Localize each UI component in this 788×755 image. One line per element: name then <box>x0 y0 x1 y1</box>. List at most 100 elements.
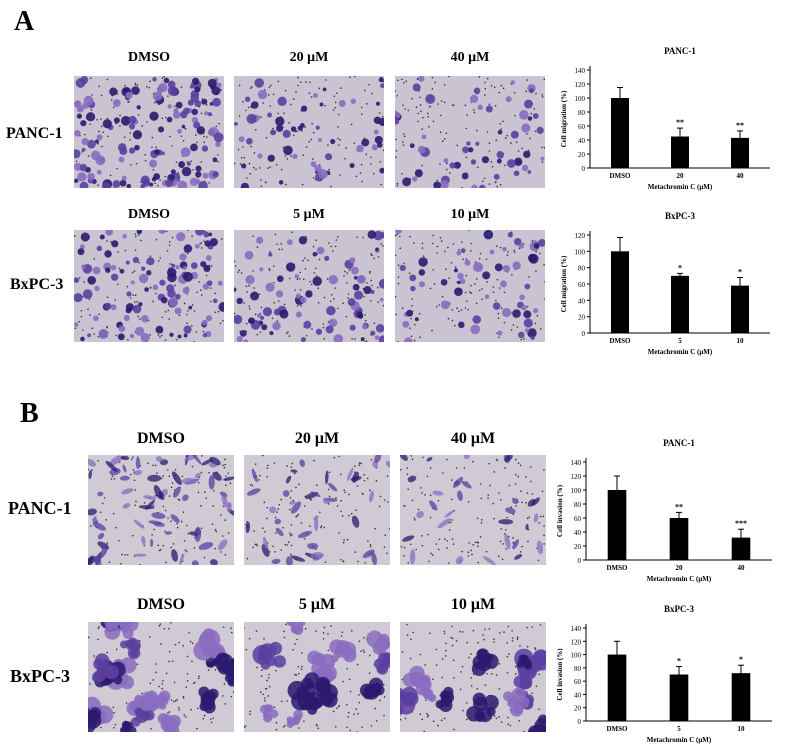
x-axis-label: Metachromin C (μM) <box>647 575 712 583</box>
chart-title: PANC-1 <box>663 438 695 448</box>
y-axis-label: Cell invasion (%) <box>556 484 564 537</box>
condition-label: DMSO <box>137 596 185 613</box>
micrograph <box>88 622 234 732</box>
y-tick-label: 40 <box>574 691 582 699</box>
x-tick-label: 40 <box>737 172 745 180</box>
y-tick-label: 40 <box>574 529 582 537</box>
significance-mark: ** <box>676 118 684 127</box>
bar <box>611 251 629 333</box>
y-tick-label: 0 <box>578 718 582 726</box>
y-tick-label: 60 <box>574 515 582 523</box>
x-tick-label: DMSO <box>610 337 632 345</box>
bar <box>731 537 751 560</box>
condition-label: 5 μM <box>293 207 325 222</box>
micrograph <box>400 622 546 732</box>
x-tick-label: DMSO <box>607 564 629 572</box>
y-tick-label: 80 <box>574 665 582 673</box>
y-tick-label: 120 <box>575 232 586 240</box>
micrograph <box>400 455 546 565</box>
y-axis-label: Cell invasion (%) <box>556 648 564 701</box>
x-tick-label: 5 <box>678 337 682 345</box>
x-tick-label: 20 <box>676 564 684 572</box>
x-axis-label: Metachromin C (μM) <box>648 348 713 356</box>
micrograph-texture <box>400 455 546 565</box>
bar-chart-migration-bxpc3: BxPC-3 0 20 40 60 80 100 120 Cell migration (%) D… <box>560 211 770 356</box>
micrograph <box>244 622 390 732</box>
bar <box>611 98 629 168</box>
y-tick-label: 80 <box>574 501 582 509</box>
significance-mark: ** <box>675 502 683 511</box>
y-tick-label: 60 <box>578 281 586 289</box>
micrograph <box>395 230 545 342</box>
micrograph <box>74 230 224 342</box>
y-tick-label: 100 <box>571 652 582 660</box>
y-tick-label: 120 <box>571 638 582 646</box>
significance-mark: * <box>739 655 743 664</box>
panel-letter-a: A <box>14 6 35 37</box>
y-tick-label: 60 <box>578 123 586 131</box>
bar <box>669 518 689 560</box>
y-tick-label: 80 <box>578 109 586 117</box>
y-tick-label: 40 <box>578 137 586 145</box>
condition-label: 10 μM <box>450 207 490 222</box>
y-tick-label: 20 <box>574 705 582 713</box>
y-tick-label: 40 <box>578 297 586 305</box>
x-tick-label: DMSO <box>610 172 632 180</box>
significance-mark: * <box>678 263 682 272</box>
micrograph <box>395 76 545 188</box>
y-tick-label: 0 <box>582 165 586 173</box>
bar <box>731 673 751 721</box>
y-tick-label: 0 <box>578 557 582 565</box>
x-axis-label: Metachromin C (μM) <box>648 183 713 191</box>
significance-mark: *** <box>735 519 747 528</box>
x-tick-label: 40 <box>738 564 746 572</box>
condition-label: 20 μM <box>294 430 340 447</box>
x-tick-label: 10 <box>737 337 745 345</box>
bar-chart-invasion-bxpc3: BxPC-3 0 20 40 60 80 100 120 140 Cell invasion (%… <box>556 604 772 744</box>
y-axis-label: Cell migration (%) <box>560 90 568 147</box>
condition-label: DMSO <box>128 50 170 65</box>
micrograph-texture <box>400 622 546 732</box>
condition-label: DMSO <box>137 430 185 447</box>
condition-label: 40 μM <box>450 50 490 65</box>
bar <box>669 674 689 721</box>
micrograph <box>234 76 384 188</box>
chart-title: BxPC-3 <box>664 604 694 614</box>
y-tick-label: 120 <box>575 81 586 89</box>
bar <box>731 285 749 333</box>
micrograph <box>88 455 234 565</box>
y-tick-label: 20 <box>578 151 586 159</box>
y-tick-label: 100 <box>575 248 586 256</box>
y-tick-label: 20 <box>574 543 582 551</box>
x-tick-label: 5 <box>677 725 681 733</box>
condition-label: 40 μM <box>450 430 496 447</box>
x-tick-label: 20 <box>677 172 685 180</box>
y-tick-label: 60 <box>574 678 582 686</box>
cell-line-label: PANC-1 <box>6 125 63 142</box>
chart-title: BxPC-3 <box>665 211 695 221</box>
micrograph-texture <box>234 76 384 188</box>
micrograph-texture <box>234 230 384 342</box>
y-tick-label: 20 <box>578 314 586 322</box>
x-tick-label: 10 <box>738 725 746 733</box>
y-tick-label: 140 <box>571 625 582 633</box>
bar <box>671 275 689 333</box>
x-tick-label: DMSO <box>607 725 629 733</box>
micrograph-texture <box>395 76 545 188</box>
panel-letter-b: B <box>20 398 39 429</box>
micrograph <box>234 230 384 342</box>
bar <box>671 136 689 168</box>
y-tick-label: 120 <box>571 473 582 481</box>
micrograph-texture <box>74 230 224 342</box>
chart-title: PANC-1 <box>664 46 696 56</box>
bar <box>607 490 627 560</box>
significance-mark: ** <box>736 121 744 130</box>
micrograph-texture <box>88 622 234 732</box>
bar <box>607 654 627 721</box>
bar <box>731 137 749 168</box>
bar-chart-migration-panc1: PANC-1 0 20 40 60 80 100 120 140 Cell migration (… <box>560 46 770 191</box>
micrograph-texture <box>74 76 224 188</box>
y-tick-label: 100 <box>575 95 586 103</box>
micrograph-texture <box>244 622 390 732</box>
cell-line-label: PANC-1 <box>8 498 72 518</box>
